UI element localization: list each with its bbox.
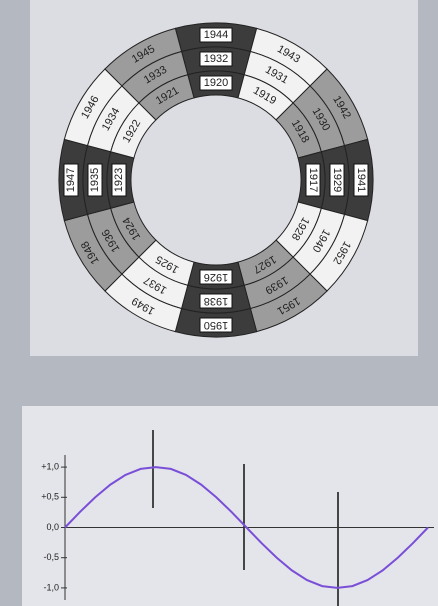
year-label: 1947 bbox=[65, 168, 77, 192]
y-tick-label: -1,0 bbox=[43, 582, 59, 592]
year-cell: 1938 bbox=[200, 294, 232, 308]
year-cell: 1950 bbox=[200, 318, 232, 332]
year-label: 1935 bbox=[89, 168, 101, 192]
y-tick-label: -0,5 bbox=[43, 552, 59, 562]
year-label: 1926 bbox=[204, 271, 228, 283]
page: {"diagram": {"sectors": [ {"years": ["19… bbox=[0, 0, 438, 606]
year-cell: 1941 bbox=[354, 164, 368, 196]
year-cell: 1923 bbox=[112, 164, 126, 196]
year-label: 1941 bbox=[355, 168, 367, 192]
year-label: 1917 bbox=[307, 168, 319, 192]
y-tick-label: 0,0 bbox=[46, 522, 59, 532]
year-cell: 1926 bbox=[200, 270, 232, 284]
year-cell: 1917 bbox=[306, 164, 320, 196]
y-tick-label: +0,5 bbox=[41, 492, 59, 502]
year-cell: 1929 bbox=[330, 164, 344, 196]
year-cell: 1947 bbox=[64, 164, 78, 196]
year-label: 1944 bbox=[204, 29, 228, 41]
year-label: 1938 bbox=[204, 295, 228, 307]
year-cell: 1920 bbox=[200, 76, 232, 90]
y-tick-label: +1,0 bbox=[41, 461, 59, 471]
year-label: 1929 bbox=[331, 168, 343, 192]
year-label: 1920 bbox=[204, 77, 228, 89]
screen: 1944193219201943193119191942193019181941… bbox=[0, 0, 438, 606]
year-cell: 1944 bbox=[200, 28, 232, 42]
year-label: 1950 bbox=[204, 319, 228, 331]
year-label: 1923 bbox=[113, 168, 125, 192]
year-cell: 1932 bbox=[200, 52, 232, 66]
year-cell: 1935 bbox=[88, 164, 102, 196]
year-label: 1932 bbox=[204, 53, 228, 65]
